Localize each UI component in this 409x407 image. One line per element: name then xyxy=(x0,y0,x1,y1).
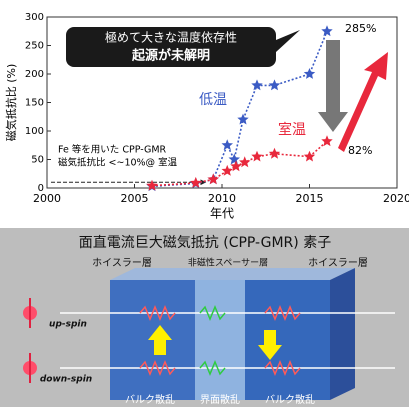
heusler-layer xyxy=(245,280,330,400)
annotation: 極めて大きな温度依存性 xyxy=(105,30,237,45)
y-tick-label: 250 xyxy=(25,41,44,52)
x-tick-label: 2010 xyxy=(208,192,236,205)
annotation: 磁気抵抗比 <~10%@ 室温 xyxy=(58,157,178,169)
star-marker xyxy=(321,135,333,147)
y-tick-label: 200 xyxy=(25,69,44,80)
y-tick-label: 50 xyxy=(31,155,44,166)
star-marker xyxy=(230,160,242,172)
annotation-box xyxy=(66,27,276,67)
star-marker xyxy=(321,25,333,37)
star-marker xyxy=(251,150,263,162)
resistor xyxy=(139,360,176,376)
resistor xyxy=(264,360,301,376)
star-marker xyxy=(228,153,240,165)
star-marker xyxy=(221,164,233,176)
chart: 0 50 100 150 200 250 300 2000 2005 2010 2015 2020 年代… xyxy=(4,12,409,221)
diagram-title: 面直電流巨大磁気抵抗 (CPP-GMR) 素子 xyxy=(79,234,331,251)
y-tick-label: 100 xyxy=(25,126,44,137)
resistor xyxy=(199,360,226,376)
resistor xyxy=(264,305,301,321)
spin-arrow-down xyxy=(258,330,282,360)
y-tick-label: 300 xyxy=(25,12,44,23)
annotation: 起源が未解明 xyxy=(131,48,210,64)
star-marker xyxy=(207,173,219,185)
star-marker xyxy=(303,150,316,162)
x-tick-label: 2015 xyxy=(296,192,324,205)
star-marker xyxy=(268,79,281,91)
block-top xyxy=(110,268,355,280)
gray-arrow xyxy=(318,40,348,132)
annotation-pointer xyxy=(276,30,300,52)
x-axis-label: 年代 xyxy=(210,207,234,221)
y-axis-label: 磁気抵抗比 (%) xyxy=(4,64,18,142)
scatter-label: バルク散乱 xyxy=(265,393,315,406)
annotation: 285% xyxy=(345,22,376,35)
red-arrow xyxy=(338,52,388,152)
layer-label: ホイスラー層 xyxy=(308,257,368,269)
layer-label: ホイスラー層 xyxy=(92,257,152,269)
layer-label: 非磁性スペーサー層 xyxy=(188,257,268,269)
annotation: Fe 等を用いた CPP-GMR xyxy=(58,144,167,156)
spin-arrow-up xyxy=(148,325,172,355)
series-line xyxy=(151,140,328,187)
star-marker xyxy=(190,176,202,188)
star-marker xyxy=(303,68,316,79)
spin-label: up-spin xyxy=(49,320,87,330)
scatter-label: 界面散乱 xyxy=(200,393,240,406)
star-marker xyxy=(268,147,281,159)
resistor xyxy=(139,305,176,321)
x-tick-label: 2000 xyxy=(33,192,61,205)
y-tick-label: 150 xyxy=(25,98,44,109)
star-marker xyxy=(239,156,251,168)
x-tick-label: 2020 xyxy=(383,192,409,205)
spin-label: down-spin xyxy=(40,375,92,385)
y-tick-label: 0 xyxy=(38,183,44,194)
star-marker xyxy=(146,179,158,191)
resistor xyxy=(199,305,226,321)
star-marker xyxy=(221,139,233,151)
x-tick-label: 2005 xyxy=(121,192,149,205)
scatter-label: バルク散乱 xyxy=(125,393,175,406)
series-label: 室温 xyxy=(278,121,306,138)
series-label: 低温 xyxy=(199,92,227,108)
spacer-layer xyxy=(195,280,245,400)
diagram: 面直電流巨大磁気抵抗 (CPP-GMR) 素子 ホイスラー層 非磁性スペーサー層… xyxy=(0,228,409,407)
block-side xyxy=(330,268,355,400)
annotation: 82% xyxy=(348,144,372,157)
star-marker xyxy=(251,79,263,91)
star-marker xyxy=(237,113,249,125)
